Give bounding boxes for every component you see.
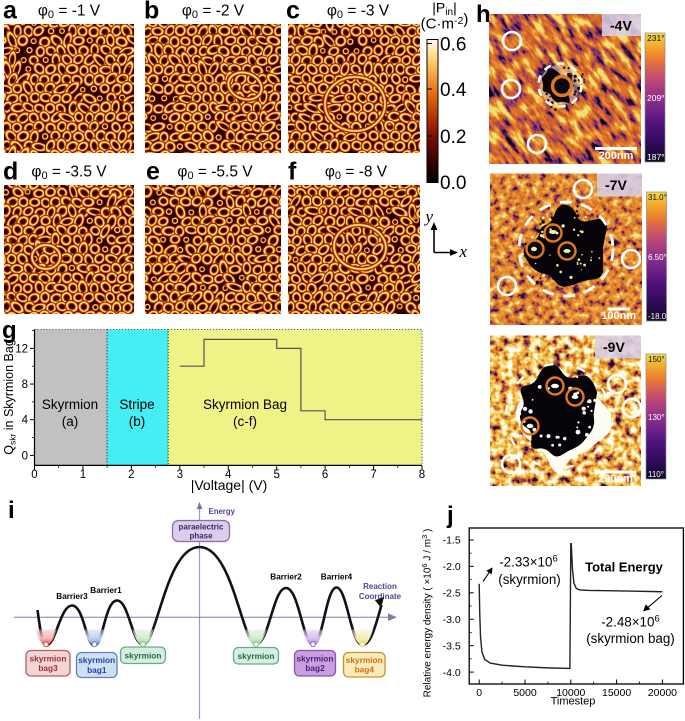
svg-text:3: 3 [177, 469, 183, 481]
svg-text:skyrmion: skyrmion [30, 653, 67, 663]
svg-text:4: 4 [225, 469, 232, 481]
svg-text:5: 5 [273, 469, 279, 481]
svg-text:e: e [146, 158, 160, 186]
svg-text:209°: 209° [647, 93, 665, 103]
svg-text:(skyrmion bag): (skyrmion bag) [586, 631, 675, 646]
svg-text:20000: 20000 [648, 687, 677, 699]
svg-text:1: 1 [80, 469, 86, 481]
svg-text:φ0 = -5.5 V: φ0 = -5.5 V [177, 163, 253, 182]
svg-text:b: b [144, 0, 159, 25]
svg-text:-2.48×106: -2.48×106 [601, 614, 660, 630]
svg-text:y: y [423, 207, 433, 226]
svg-text:-2.5: -2.5 [443, 588, 461, 600]
svg-text:skyrmion: skyrmion [238, 651, 275, 661]
svg-text:2: 2 [128, 469, 134, 481]
svg-text:(a): (a) [62, 414, 79, 429]
svg-text:d: d [3, 158, 18, 186]
svg-text:150°: 150° [648, 355, 665, 364]
svg-text:-2.33×106: -2.33×106 [499, 554, 558, 570]
svg-text:φ0 = -3 V: φ0 = -3 V [327, 2, 390, 21]
svg-text:12: 12 [15, 343, 28, 355]
svg-text:Energy: Energy [209, 507, 236, 516]
svg-text:Coordinate: Coordinate [359, 592, 402, 601]
svg-text:(b): (b) [129, 414, 146, 429]
svg-text:h: h [476, 1, 491, 28]
svg-text:200nm: 200nm [598, 473, 633, 485]
svg-text:Skyrmion Bag: Skyrmion Bag [203, 397, 287, 412]
svg-text:Reaction: Reaction [363, 582, 397, 591]
svg-text:paraelectric: paraelectric [179, 523, 224, 532]
svg-text:Total Energy: Total Energy [585, 560, 664, 575]
svg-text:φ0 = -2 V: φ0 = -2 V [182, 2, 245, 21]
svg-text:phase: phase [189, 532, 213, 541]
svg-text:-1.5: -1.5 [443, 535, 461, 547]
svg-text:6.50°: 6.50° [648, 253, 667, 262]
svg-text:5000: 5000 [513, 687, 537, 699]
svg-text:bag4: bag4 [355, 665, 375, 675]
svg-text:j: j [446, 502, 454, 529]
svg-text:Stripe: Stripe [119, 397, 154, 412]
svg-text:a: a [3, 0, 18, 25]
svg-text:-2.0: -2.0 [443, 561, 461, 573]
svg-text:8: 8 [22, 379, 28, 391]
svg-text:110°: 110° [648, 470, 664, 479]
svg-text:-3.5: -3.5 [443, 640, 461, 652]
svg-text:φ0 = -8 V: φ0 = -8 V [325, 163, 388, 182]
svg-text:Barrier3: Barrier3 [56, 592, 88, 601]
svg-text:0: 0 [22, 450, 28, 462]
svg-text:skyrmion: skyrmion [125, 650, 162, 660]
svg-text:-9V: -9V [603, 339, 625, 355]
svg-text:0.4: 0.4 [440, 80, 467, 101]
svg-text:4: 4 [22, 415, 29, 427]
svg-text:i: i [8, 497, 15, 524]
svg-text:Barrier2: Barrier2 [270, 573, 302, 582]
svg-text:8: 8 [419, 469, 425, 481]
svg-text:31.0°: 31.0° [648, 193, 667, 202]
svg-text:Qskr in Skyrmion Bag: Qskr in Skyrmion Bag [2, 339, 17, 455]
svg-text:-4V: -4V [610, 18, 632, 34]
svg-text:φ0 = -1 V: φ0 = -1 V [38, 2, 101, 21]
svg-text:Timestep: Timestep [551, 696, 596, 708]
svg-text:-18.0°: -18.0° [648, 312, 669, 321]
svg-text:6: 6 [322, 469, 328, 481]
svg-text:bag1: bag1 [87, 665, 107, 675]
svg-text:Relative energy density ( ×106: Relative energy density ( ×106 J / m3 ) [420, 529, 434, 698]
svg-text:(skyrmion): (skyrmion) [498, 572, 561, 587]
svg-text:bag2: bag2 [305, 663, 325, 673]
svg-text:0.6: 0.6 [440, 34, 466, 55]
svg-text:g: g [2, 317, 17, 344]
svg-text:0.2: 0.2 [440, 127, 466, 148]
svg-text:skyrmion: skyrmion [78, 655, 115, 665]
svg-text:Skyrmion: Skyrmion [42, 397, 98, 412]
svg-text:Barrier1: Barrier1 [90, 586, 122, 595]
svg-text:187°: 187° [647, 152, 665, 162]
svg-text:100nm: 100nm [601, 310, 636, 322]
svg-text:c: c [286, 0, 300, 25]
svg-text:φ0 = -3.5 V: φ0 = -3.5 V [31, 163, 107, 182]
svg-text:10000: 10000 [556, 687, 585, 699]
svg-text:-4.0: -4.0 [443, 667, 461, 679]
svg-text:0.0: 0.0 [440, 173, 466, 194]
svg-text:f: f [288, 158, 297, 186]
svg-text:Barrier4: Barrier4 [321, 573, 353, 582]
svg-text:200nm: 200nm [599, 150, 634, 162]
svg-text:0: 0 [476, 687, 482, 699]
svg-text:|Voltage| (V): |Voltage| (V) [191, 477, 268, 493]
svg-text:7: 7 [370, 469, 376, 481]
svg-text:231°: 231° [647, 33, 665, 43]
svg-text:0: 0 [31, 469, 37, 481]
svg-text:x: x [459, 242, 468, 261]
svg-text:130°: 130° [648, 413, 665, 422]
svg-text:skyrmion: skyrmion [297, 653, 334, 663]
svg-text:-7V: -7V [605, 177, 627, 193]
svg-text:-3.0: -3.0 [443, 614, 461, 626]
svg-text:bag3: bag3 [38, 663, 58, 673]
svg-text:(c-f): (c-f) [233, 414, 257, 429]
svg-text:15000: 15000 [602, 687, 631, 699]
svg-text:skyrmion: skyrmion [346, 655, 383, 665]
